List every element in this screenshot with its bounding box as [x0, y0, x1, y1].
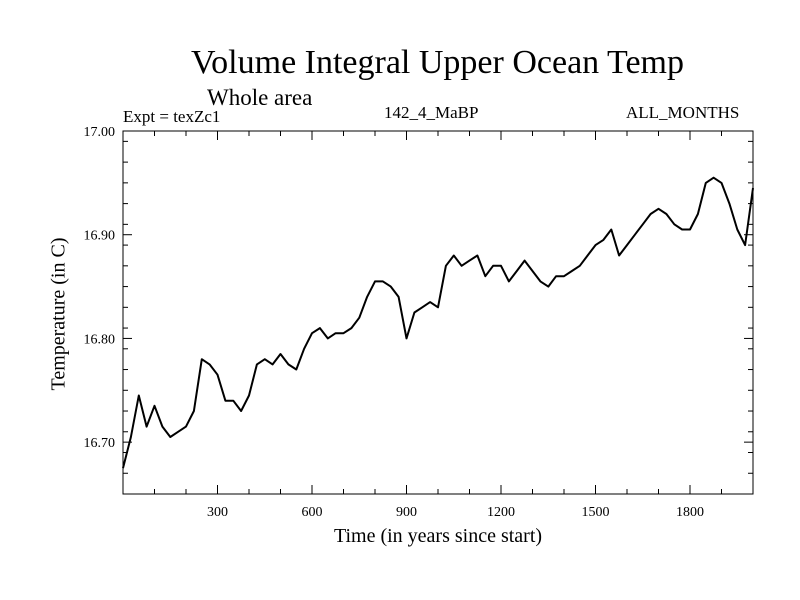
plot-frame: [122, 130, 754, 495]
experiment-label: Expt = texZc1: [123, 107, 221, 126]
x-tick-label: 900: [396, 505, 417, 520]
x-axis-label: Time (in years since start): [333, 525, 543, 547]
x-tick-label: 1800: [676, 505, 704, 520]
series-group: [122, 176, 754, 469]
y-tick-label: 17.00: [84, 125, 116, 140]
chart-title: Volume Integral Upper Ocean Temp: [191, 44, 684, 81]
months-label: ALL_MONTHS: [626, 103, 740, 122]
y-tick-label: 16.90: [84, 229, 116, 244]
x-tick-label: 1500: [582, 505, 610, 520]
run-label: 142_4_MaBP: [384, 103, 479, 122]
chart-subtitle: Whole area: [207, 85, 313, 110]
x-tick-label: 300: [207, 505, 228, 520]
x-tick-label: 1200: [487, 505, 515, 520]
y-tick-label: 16.80: [84, 332, 116, 347]
y-tick-label: 16.70: [84, 436, 116, 451]
series-line: [122, 176, 754, 469]
x-tick-label: 600: [302, 505, 323, 520]
tick-marks: 300 600 900 1200 1500 1800 16.70 16.80 16.90 17.0…: [84, 125, 753, 520]
